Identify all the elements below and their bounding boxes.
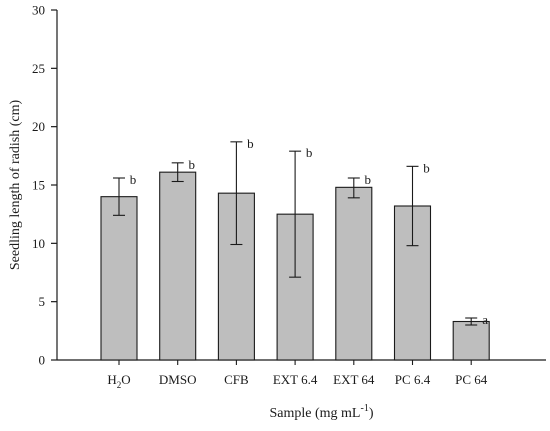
plot-area: 0 5 10 15 20 25 30 b H2O b DMSO b CFB b EXT 6.4 b EXT 64… xyxy=(8,3,546,421)
significance-label: b xyxy=(247,136,254,151)
x-tick-label: PC 6.4 xyxy=(395,372,431,387)
y-axis-title: Seedling length of radish (cm) xyxy=(8,100,23,271)
y-tick-label: 0 xyxy=(39,353,46,368)
significance-label: b xyxy=(306,145,313,160)
x-tick-label: H2O xyxy=(107,372,130,390)
significance-label: b xyxy=(365,172,372,187)
x-axis-title: Sample (mg mL-1) xyxy=(269,403,373,421)
x-tick-label: PC 64 xyxy=(455,372,488,387)
y-tick-label: 15 xyxy=(32,178,45,193)
x-tick-label: EXT 6.4 xyxy=(273,372,318,387)
bar xyxy=(335,186,373,361)
bar xyxy=(100,196,138,361)
y-tick-label: 10 xyxy=(32,236,45,251)
y-tick-label: 30 xyxy=(32,3,45,18)
significance-label: b xyxy=(188,157,195,172)
y-tick-label: 25 xyxy=(32,61,45,76)
y-tick-label: 20 xyxy=(32,119,45,134)
y-tick-label: 5 xyxy=(39,294,46,309)
bar xyxy=(159,171,197,361)
bar xyxy=(452,320,490,361)
x-tick-label: DMSO xyxy=(159,372,197,387)
significance-label: b xyxy=(423,160,430,175)
significance-label: a xyxy=(482,312,488,327)
x-tick-label: EXT 64 xyxy=(333,372,375,387)
x-tick-label: CFB xyxy=(224,372,249,387)
significance-label: b xyxy=(130,172,137,187)
